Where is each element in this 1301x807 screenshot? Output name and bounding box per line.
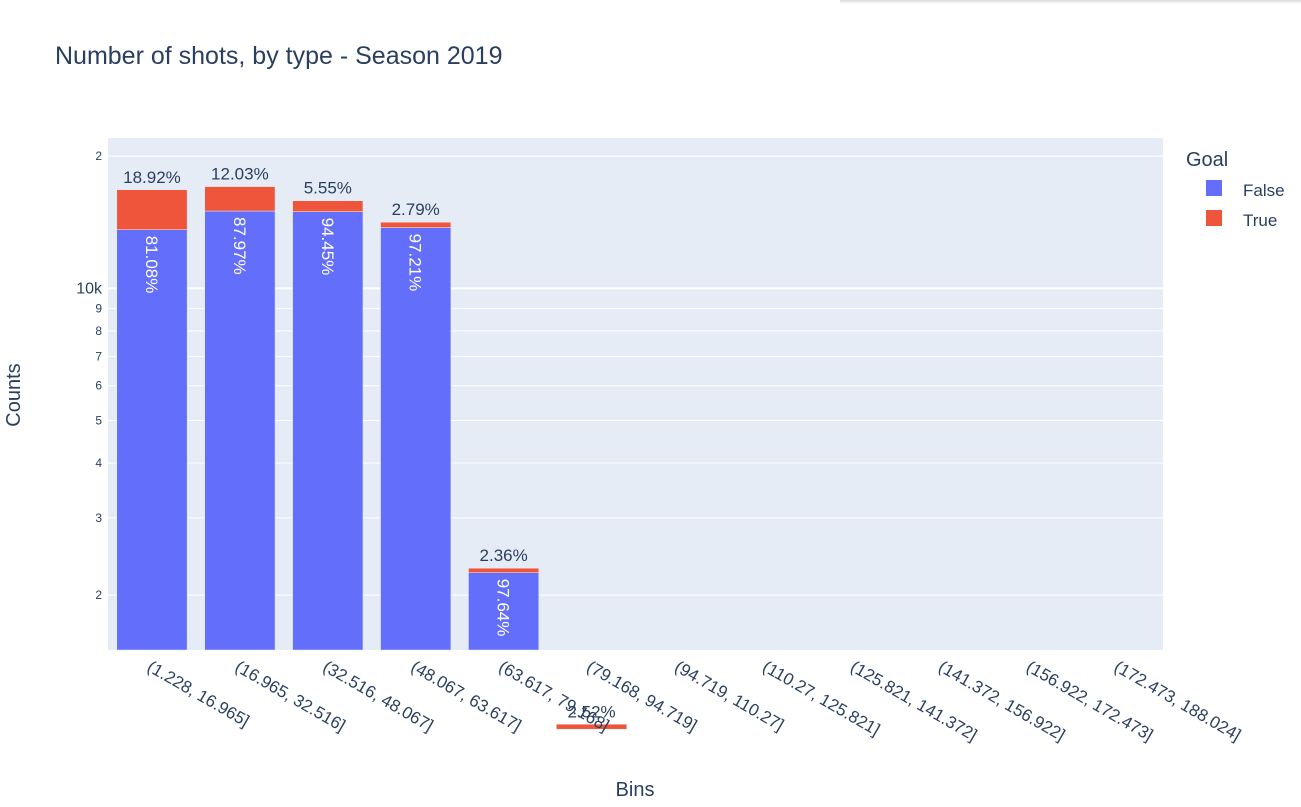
y-tick-label: 6 <box>95 379 102 393</box>
bars <box>116 186 627 730</box>
data-label-false: 97.21% <box>406 234 425 292</box>
legend-label-false: False <box>1243 181 1285 200</box>
y-tick-labels: 2 3 4 5 6 7 8 9 10k 2 <box>76 149 103 602</box>
data-label-true: 2.79% <box>392 200 440 219</box>
bar-true <box>468 567 540 573</box>
bar-false <box>468 572 540 651</box>
bar-true <box>292 200 364 212</box>
legend-item-true[interactable]: True <box>1206 210 1277 230</box>
bar-true <box>116 189 188 230</box>
legend-title: Goal <box>1186 149 1228 171</box>
data-label-false: 97.48% <box>582 735 601 793</box>
y-tick-label: 2 <box>95 588 102 602</box>
data-label-true: 2.36% <box>480 546 528 565</box>
bar-false <box>292 211 364 651</box>
data-label-false: 87.97% <box>230 217 249 275</box>
y-axis-label: Counts <box>3 363 25 426</box>
segment-labels: 81.08% 18.92% 87.97% 12.03% 94.45% 5.55% 97.21… <box>123 165 616 793</box>
bar-false <box>204 210 276 651</box>
y-tick-label: 7 <box>95 349 102 363</box>
y-tick-label: 2 <box>95 149 102 163</box>
bar-true <box>556 724 627 730</box>
bar-false <box>116 229 188 651</box>
y-tick-label: 3 <box>95 511 102 525</box>
bar-true <box>380 221 452 228</box>
x-tick-labels: (1.228, 16.965](16.965, 32.516](32.516, … <box>144 657 1244 745</box>
legend-swatch-false <box>1206 180 1222 196</box>
data-label-false: 94.45% <box>318 218 337 276</box>
x-axis-label: Bins <box>616 779 655 801</box>
data-label-false: 97.64% <box>494 579 513 637</box>
data-label-true: 2.52% <box>567 702 615 721</box>
y-tick-label: 8 <box>95 324 102 338</box>
y-tick-label: 9 <box>95 301 102 315</box>
gridlines <box>108 155 1163 596</box>
legend-label-true: True <box>1243 211 1277 230</box>
legend-swatch-true <box>1206 210 1222 226</box>
chart-title: Number of shots, by type - Season 2019 <box>55 42 502 70</box>
y-tick-label: 10k <box>76 280 103 297</box>
y-tick-label: 5 <box>95 413 102 427</box>
legend: Goal False True <box>1186 149 1285 230</box>
y-tick-label: 4 <box>95 456 102 470</box>
data-label-true: 12.03% <box>211 165 269 184</box>
data-label-false: 81.08% <box>142 236 161 294</box>
bar-false <box>380 227 452 651</box>
legend-item-false[interactable]: False <box>1206 180 1285 200</box>
plot-area <box>108 138 1163 650</box>
data-label-true: 5.55% <box>304 179 352 198</box>
bar-true <box>204 186 276 212</box>
data-label-true: 18.92% <box>123 168 181 187</box>
top-shadow <box>840 0 1301 4</box>
